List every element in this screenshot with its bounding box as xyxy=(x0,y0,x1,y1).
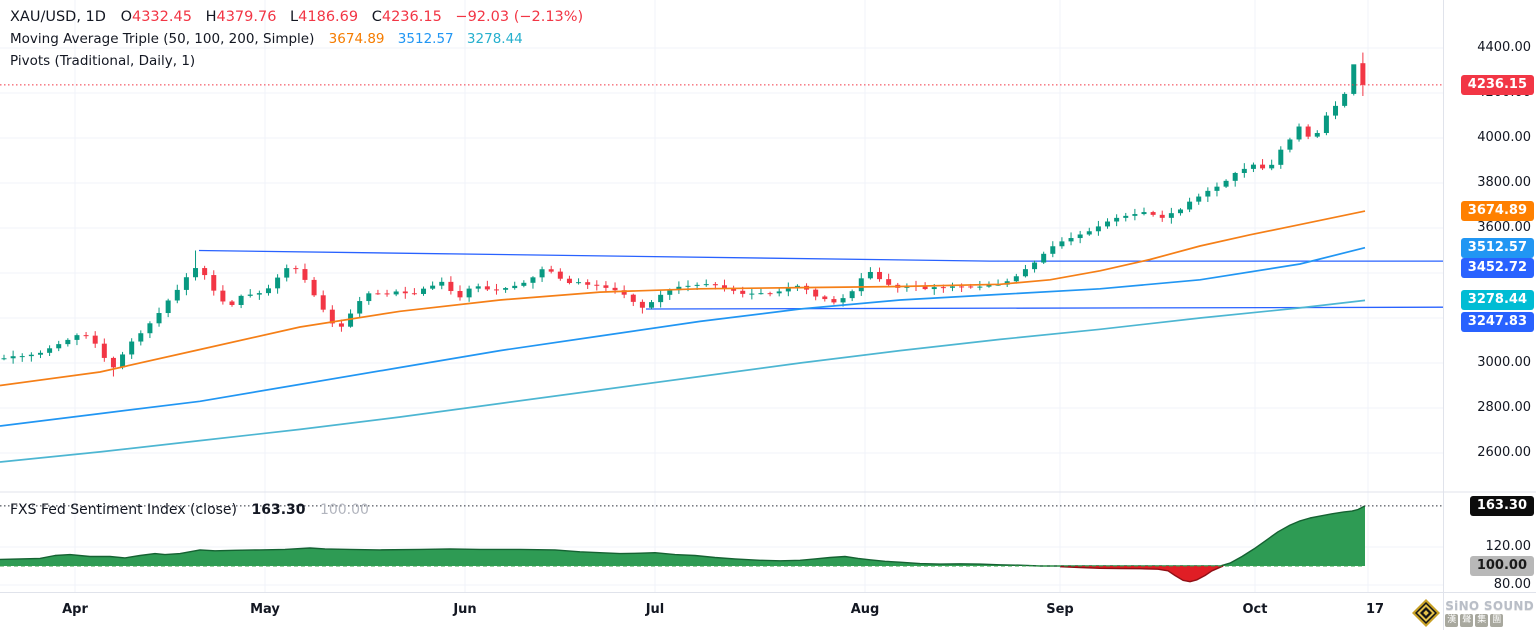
pivots-indicator-row[interactable]: Pivots (Traditional, Daily, 1) xyxy=(10,50,583,72)
ohlc-high: H4379.76 xyxy=(205,9,277,25)
price-axis-label: 120.00 xyxy=(1485,539,1532,554)
price-badge: 3512.57 xyxy=(1460,238,1534,258)
price-badge: 100.00 xyxy=(1469,556,1534,576)
time-axis-label: Apr xyxy=(62,602,88,617)
time-axis-label: Sep xyxy=(1046,602,1074,617)
time-axis-label: May xyxy=(250,602,280,617)
time-axis-label: 17 xyxy=(1365,602,1385,617)
pivots-indicator-label: Pivots (Traditional, Daily, 1) xyxy=(10,53,196,69)
ma-indicator-label: Moving Average Triple (50, 100, 200, Sim… xyxy=(10,31,315,47)
price-badge: 3452.72 xyxy=(1460,258,1534,278)
high-value: 4379.76 xyxy=(216,9,277,25)
ma100-value: 3512.57 xyxy=(397,31,454,47)
price-badge: 3674.89 xyxy=(1460,201,1534,221)
time-axis-label: Jul xyxy=(645,602,665,617)
symbol-row[interactable]: XAU/USD, 1D O4332.45 H4379.76 L4186.69 C… xyxy=(10,6,583,28)
main-legend: XAU/USD, 1D O4332.45 H4379.76 L4186.69 C… xyxy=(10,6,583,72)
sentiment-indicator-label: FXS Fed Sentiment Index (close) xyxy=(10,502,238,518)
time-axis-label: Jun xyxy=(453,602,477,617)
price-badge: 163.30 xyxy=(1469,496,1534,516)
price-axis-label: 2800.00 xyxy=(1477,400,1531,415)
low-value: 4186.69 xyxy=(298,9,359,25)
price-axis-label: 3600.00 xyxy=(1477,220,1531,235)
open-value: 4332.45 xyxy=(131,9,192,25)
ohlc-low: L4186.69 xyxy=(290,9,359,25)
time-axis-label: Aug xyxy=(850,602,880,617)
sentiment-baseline-value: 100.00 xyxy=(319,502,369,518)
price-badge: 3247.83 xyxy=(1460,312,1534,332)
sentiment-value: 163.30 xyxy=(251,502,306,518)
price-axis-label: 3000.00 xyxy=(1477,355,1531,370)
sino-sound-logo-icon xyxy=(1412,599,1441,627)
watermark-cjk-text: 漢聲集團 xyxy=(1445,613,1504,627)
price-badge: 4236.15 xyxy=(1460,75,1534,95)
price-axis-label: 4400.00 xyxy=(1477,40,1531,55)
price-badge: 3278.44 xyxy=(1460,290,1534,310)
time-axis-label: Oct xyxy=(1242,602,1268,617)
sentiment-indicator-row[interactable]: FXS Fed Sentiment Index (close) 163.30 1… xyxy=(10,500,369,520)
ma-indicator-row[interactable]: Moving Average Triple (50, 100, 200, Sim… xyxy=(10,28,583,50)
change-value: −92.03 (−2.13%) xyxy=(455,9,584,25)
time-axis[interactable]: Apr May Jun Jul Aug Sep Oct 17 xyxy=(0,592,1536,630)
watermark-brand-text: SiNO SOUND xyxy=(1445,598,1534,613)
ohlc-open: O4332.45 xyxy=(120,9,192,25)
ma200-value: 3278.44 xyxy=(466,31,523,47)
ohlc-close: C4236.15 xyxy=(371,9,442,25)
watermark: SiNO SOUND 漢聲集團 xyxy=(1411,598,1534,628)
price-axis-label: 2600.00 xyxy=(1477,445,1531,460)
price-axis[interactable]: 4400.004200.004000.003800.003600.003000.… xyxy=(1443,0,1536,630)
price-axis-label: 4000.00 xyxy=(1477,130,1531,145)
ma50-value: 3674.89 xyxy=(328,31,385,47)
close-value: 4236.15 xyxy=(381,9,442,25)
price-axis-label: 80.00 xyxy=(1493,577,1531,592)
symbol-title: XAU/USD, 1D xyxy=(10,9,106,25)
price-axis-label: 3800.00 xyxy=(1477,175,1531,190)
